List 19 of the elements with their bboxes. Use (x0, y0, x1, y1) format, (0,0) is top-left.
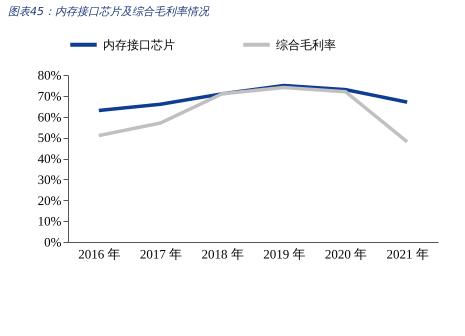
y-tick-label: 60% (38, 109, 62, 124)
x-tick-label: 2020 年 (324, 246, 368, 262)
y-tick-label: 20% (38, 192, 62, 208)
legend-label: 综合毛利率 (276, 38, 336, 52)
x-tick-label: 2018 年 (202, 246, 244, 262)
y-tick-label: 80% (38, 68, 62, 82)
legend-label: 内存接口芯片 (103, 38, 175, 52)
x-tick-label: 2016 年 (78, 246, 120, 262)
y-tick-label: 70% (38, 88, 62, 104)
x-tick-label: 2017 年 (140, 246, 182, 262)
y-tick-label: 0% (44, 234, 62, 250)
chart-title: 图表45：内存接口芯片及综合毛利率情况 (8, 5, 210, 18)
y-tick-label: 40% (38, 151, 62, 166)
y-tick-label: 50% (38, 130, 62, 146)
line-series (97, 86, 409, 144)
x-tick-label: 2019 年 (263, 246, 306, 262)
y-tick-label: 30% (38, 172, 62, 187)
y-tick-label: 10% (38, 214, 62, 229)
x-tick-label: 2021 年 (386, 246, 429, 262)
